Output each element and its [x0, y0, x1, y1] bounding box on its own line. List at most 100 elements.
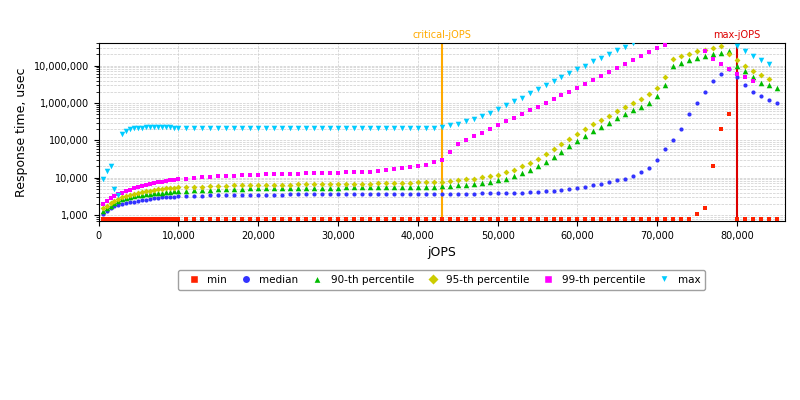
Point — [507, 216, 520, 222]
Point — [443, 148, 456, 155]
Point — [387, 180, 400, 186]
Point — [595, 117, 608, 123]
Point — [220, 173, 233, 179]
Point — [292, 170, 305, 177]
Point — [515, 111, 528, 118]
Point — [395, 216, 408, 222]
Point — [643, 33, 656, 39]
Point — [563, 186, 576, 192]
Point — [148, 180, 161, 186]
Point — [683, 31, 696, 37]
Point — [619, 44, 632, 50]
Point — [324, 191, 337, 198]
Point — [738, 216, 751, 222]
Point — [144, 188, 157, 194]
Point — [252, 216, 265, 222]
Point — [738, 48, 751, 54]
Point — [675, 126, 688, 132]
Point — [204, 174, 217, 180]
Point — [635, 53, 648, 59]
Point — [347, 216, 360, 222]
Point — [651, 157, 664, 163]
Point — [659, 42, 672, 48]
Point — [659, 146, 672, 152]
Point — [507, 166, 520, 173]
Point — [475, 180, 488, 186]
Point — [475, 174, 488, 180]
Point — [587, 216, 600, 222]
Point — [144, 196, 157, 202]
Point — [260, 216, 273, 222]
Point — [651, 45, 664, 52]
Point — [276, 125, 289, 131]
Point — [276, 192, 289, 198]
Point — [619, 111, 632, 118]
Point — [770, 100, 783, 106]
Point — [316, 191, 329, 198]
Point — [371, 191, 384, 197]
Point — [339, 181, 352, 187]
Point — [714, 50, 727, 56]
Point — [180, 193, 193, 199]
Point — [754, 57, 767, 63]
Point — [507, 115, 520, 121]
Point — [419, 125, 432, 131]
Point — [347, 184, 360, 191]
Point — [475, 190, 488, 197]
Point — [499, 216, 512, 222]
Point — [651, 93, 664, 100]
Point — [104, 163, 117, 170]
Point — [411, 125, 424, 131]
Point — [308, 191, 321, 198]
Point — [355, 169, 368, 175]
Point — [132, 192, 145, 198]
Point — [419, 184, 432, 190]
Point — [236, 216, 249, 222]
Point — [188, 216, 201, 222]
Point — [379, 180, 392, 186]
Point — [667, 62, 680, 69]
Point — [690, 55, 703, 61]
Point — [260, 182, 273, 188]
Point — [379, 191, 392, 197]
Point — [651, 85, 664, 91]
Point — [459, 137, 472, 144]
Point — [491, 122, 504, 129]
Point — [204, 216, 217, 222]
Point — [603, 69, 616, 75]
Point — [571, 185, 584, 191]
Point — [547, 188, 560, 194]
Point — [762, 76, 775, 82]
Point — [244, 182, 257, 188]
Point — [483, 110, 496, 116]
Point — [331, 181, 344, 188]
Point — [499, 118, 512, 125]
Point — [523, 216, 536, 222]
Point — [403, 125, 416, 131]
Point — [96, 176, 109, 183]
Point — [156, 178, 169, 185]
Point — [555, 92, 568, 98]
Point — [483, 173, 496, 179]
Point — [627, 107, 640, 113]
Point — [675, 216, 688, 222]
Point — [427, 179, 440, 185]
Point — [411, 216, 424, 222]
Point — [746, 53, 759, 59]
Point — [427, 124, 440, 131]
Point — [104, 195, 117, 202]
Point — [204, 192, 217, 198]
Point — [188, 175, 201, 181]
Point — [435, 183, 448, 190]
Point — [722, 111, 735, 118]
Point — [347, 169, 360, 176]
Point — [152, 216, 165, 222]
Point — [355, 216, 368, 222]
Point — [308, 170, 321, 176]
Point — [196, 192, 209, 199]
Point — [355, 125, 368, 131]
Point — [308, 216, 321, 222]
Point — [212, 173, 225, 180]
Point — [690, 100, 703, 106]
Point — [467, 216, 480, 222]
